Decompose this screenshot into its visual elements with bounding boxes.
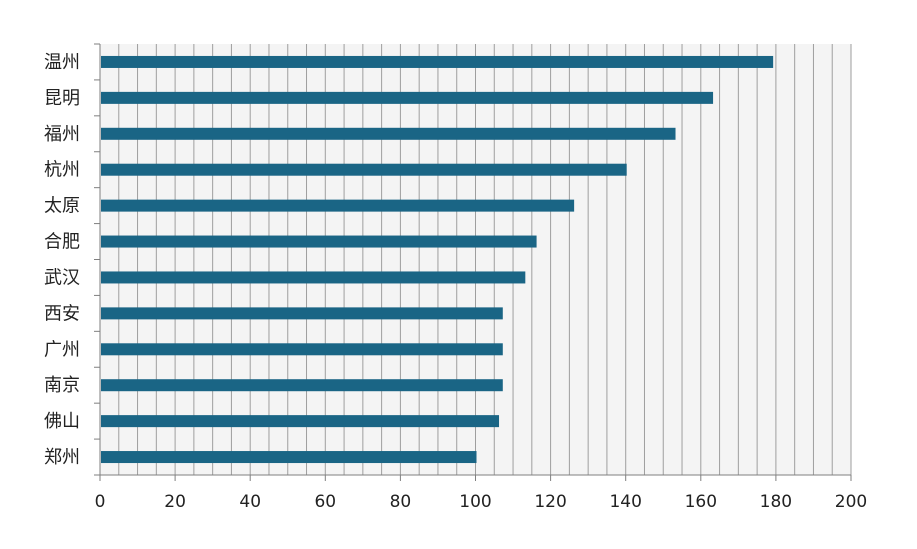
- x-tick-label: 20: [164, 492, 186, 512]
- bar-7: [101, 307, 503, 320]
- bar-3: [101, 163, 627, 176]
- category-label: 福州: [44, 124, 80, 145]
- bar-6: [101, 271, 526, 284]
- bar-2: [101, 127, 676, 140]
- category-label: 合肥: [44, 232, 80, 253]
- bar-8: [101, 343, 503, 356]
- x-tick-label: 120: [534, 492, 566, 512]
- category-label: 杭州: [44, 160, 80, 181]
- category-label: 西安: [44, 303, 80, 324]
- category-label: 广州: [44, 339, 80, 360]
- category-label: 郑州: [44, 447, 80, 468]
- bar-11: [101, 451, 477, 464]
- x-tick-label: 140: [609, 492, 641, 512]
- bar-5: [101, 235, 537, 248]
- category-label: 武汉: [44, 267, 80, 288]
- bar-1: [101, 91, 714, 104]
- category-label: 佛山: [44, 411, 80, 432]
- x-tick-label: 0: [95, 492, 106, 512]
- x-tick-label: 200: [835, 492, 867, 512]
- x-tick-label: 100: [459, 492, 491, 512]
- bar-10: [101, 415, 500, 428]
- x-tick-label: 160: [685, 492, 717, 512]
- category-label: 南京: [44, 375, 80, 396]
- category-label: 温州: [44, 52, 80, 73]
- x-tick-label: 40: [239, 492, 261, 512]
- x-tick-label: 180: [760, 492, 792, 512]
- x-tick-label: 80: [390, 492, 412, 512]
- bar-9: [101, 379, 503, 392]
- x-tick-label: 60: [314, 492, 336, 512]
- axes: [94, 43, 852, 481]
- category-label: 昆明: [44, 88, 80, 109]
- gridlines: [118, 44, 852, 475]
- bar-4: [101, 199, 575, 212]
- bar-0: [101, 55, 774, 68]
- bars: [101, 55, 774, 464]
- x-tick-labels: 0 20 40 60 80 100 120 140 160 180 200: [95, 492, 868, 512]
- category-label: 太原: [44, 196, 80, 217]
